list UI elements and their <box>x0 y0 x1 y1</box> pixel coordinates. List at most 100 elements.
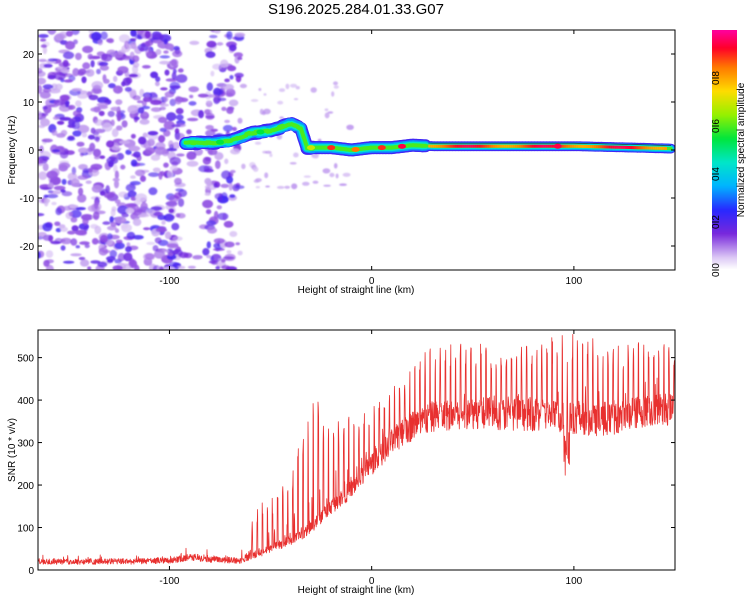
noise-blob <box>224 158 229 165</box>
noise-blob <box>237 117 243 124</box>
colorbar-segment <box>712 40 737 43</box>
noise-blob <box>335 173 339 179</box>
y-tick-label: 10 <box>23 98 35 109</box>
snr-frame <box>37 329 676 571</box>
noise-blob <box>63 51 75 60</box>
noise-blob <box>234 32 246 38</box>
noise-blob <box>145 40 151 47</box>
noise-blob <box>152 167 161 173</box>
noise-blob <box>60 245 66 251</box>
noise-blob <box>150 206 163 211</box>
noise-blob <box>323 184 331 187</box>
colorbar-segment <box>712 82 737 85</box>
noise-blob <box>202 156 212 165</box>
noise-blob <box>70 217 78 223</box>
colorbar-segment <box>712 266 737 269</box>
colorbar-segment <box>712 216 737 219</box>
noise-blob <box>155 76 161 82</box>
noise-blob <box>132 55 140 63</box>
noise-blob <box>121 212 129 218</box>
snr-ylabel: SNR (10 * v/v) <box>7 418 18 482</box>
colorbar-segment <box>712 264 737 267</box>
y-tick-label: 100 <box>17 524 34 535</box>
noise-blob <box>153 211 164 217</box>
noise-blob <box>142 96 153 102</box>
colorbar-segment <box>712 118 737 121</box>
colorbar-segment <box>712 242 737 245</box>
noise-blob <box>161 220 166 225</box>
noise-blob <box>174 128 180 134</box>
colorbar-segment <box>712 218 737 221</box>
x-tick-label: -100 <box>159 576 179 587</box>
noise-blob <box>206 179 212 187</box>
noise-blob <box>164 213 175 222</box>
noise-blob <box>172 50 183 58</box>
noise-blob <box>65 30 73 37</box>
noise-blob <box>68 211 73 217</box>
noise-blob <box>81 132 88 138</box>
noise-blob <box>110 221 117 228</box>
noise-blob <box>90 31 102 41</box>
noise-blob <box>216 42 224 46</box>
noise-blob <box>212 63 223 70</box>
noise-blob <box>174 95 183 105</box>
noise-blob <box>130 159 138 167</box>
noise-blob <box>186 151 197 160</box>
noise-blob <box>125 208 135 214</box>
noise-blob <box>186 129 192 135</box>
noise-blob <box>55 227 62 233</box>
colorbar-segment <box>712 36 737 39</box>
noise-blob <box>97 39 103 46</box>
noise-blob <box>223 220 234 228</box>
noise-blob <box>123 264 132 270</box>
noise-blob <box>239 83 247 89</box>
noise-blob <box>291 183 298 190</box>
noise-blob <box>99 190 106 196</box>
noise-blob <box>47 74 56 80</box>
colorbar-segment <box>712 90 737 93</box>
noise-blob <box>206 40 217 48</box>
noise-blob <box>163 50 169 54</box>
noise-blob <box>108 83 116 89</box>
noise-blob <box>210 128 218 132</box>
noise-blob <box>207 227 218 234</box>
colorbar-segment <box>712 228 737 231</box>
colorbar-segment <box>712 166 737 169</box>
noise-blob <box>71 120 81 130</box>
noise-blob <box>229 231 238 237</box>
noise-blob <box>333 85 339 89</box>
noise-blob <box>85 180 92 184</box>
noise-blob <box>101 122 113 132</box>
colorbar: 0.0 0.2 0.4 0.6 0.8 Normalized spectral ampl… <box>711 30 747 277</box>
noise-blob <box>128 145 141 152</box>
noise-blob <box>219 88 224 95</box>
snr-series-line <box>38 334 675 565</box>
noise-blob <box>125 149 132 155</box>
noise-blob <box>188 86 199 93</box>
colorbar-segment <box>712 212 737 215</box>
noise-blob <box>97 261 108 268</box>
noise-blob <box>99 65 109 71</box>
colorbar-gradient <box>712 30 737 271</box>
colorbar-segment <box>712 222 737 225</box>
noise-blob <box>206 82 213 92</box>
noise-blob <box>98 61 109 67</box>
noise-blob <box>132 218 142 227</box>
x-tick-label: 100 <box>566 276 583 287</box>
noise-blob <box>124 87 132 92</box>
ridge-peak <box>351 147 360 152</box>
noise-blob <box>158 116 168 124</box>
noise-blob <box>121 120 128 128</box>
noise-blob <box>250 99 259 102</box>
colorbar-segment <box>712 158 737 161</box>
colorbar-segment <box>712 76 737 79</box>
noise-blob <box>346 124 354 130</box>
noise-blob <box>62 59 69 68</box>
noise-blob <box>207 148 218 156</box>
noise-blob <box>71 30 80 35</box>
noise-blob <box>40 38 47 42</box>
colorbar-segment <box>712 44 737 47</box>
noise-blob <box>125 183 136 192</box>
noise-blob <box>63 79 73 83</box>
colorbar-segment <box>712 254 737 257</box>
